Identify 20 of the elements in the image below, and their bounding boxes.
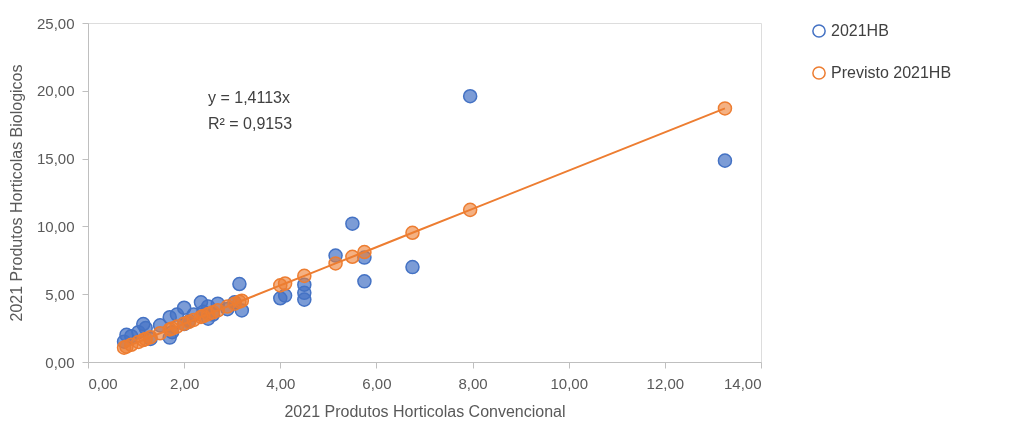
y-tick-label: 15,00 (36, 150, 75, 168)
y-tick-label: 20,00 (36, 82, 75, 100)
x-tick-label: 12,00 (646, 374, 685, 392)
annotation: y = 1,4113x (208, 89, 290, 106)
y-tick-label: 5,00 (45, 285, 75, 303)
y-tick-label: 10,00 (36, 217, 75, 235)
y-tick-label: 0,00 (45, 353, 75, 371)
x-tick-label: 8,00 (458, 374, 488, 392)
x-tick-label: 14,00 (723, 374, 762, 392)
legend-label: Previsto 2021HB (831, 64, 952, 81)
y-tick-label: 25,00 (36, 14, 75, 32)
annotation: R² = 0,9153 (208, 115, 293, 132)
legend-label: 2021HB (831, 22, 889, 39)
x-axis-title: 2021 Produtos Horticolas Convencional (284, 402, 566, 420)
x-tick-label: 6,00 (362, 374, 392, 392)
x-tick-label: 10,00 (550, 374, 588, 392)
x-tick-label: 0,00 (88, 374, 118, 392)
y-axis-title: 2021 Produtos Horticolas Biologicos (7, 64, 25, 322)
x-tick-label: 4,00 (266, 374, 296, 392)
x-tick-label: 2,00 (170, 374, 200, 392)
